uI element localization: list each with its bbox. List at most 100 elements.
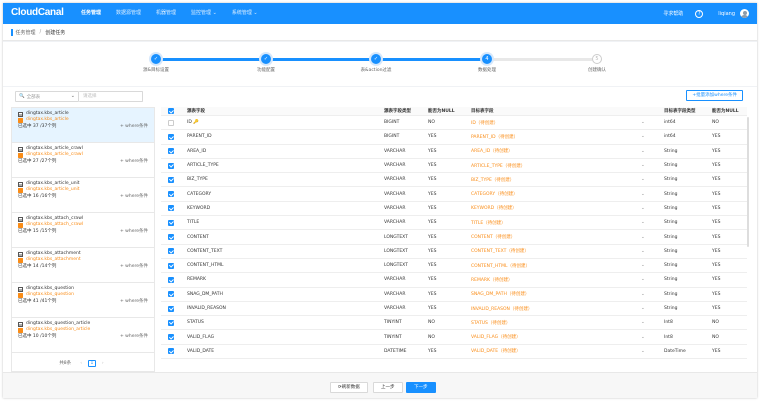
nav-item-1[interactable]: 数据源管理	[116, 10, 142, 16]
target-column-select[interactable]: CONTENT_TEXT（待创建）	[471, 249, 529, 255]
table-list-item[interactable]: dingtax.kbs_article_crawl dingtax.kbs_art…	[12, 143, 154, 178]
row-checkbox[interactable]	[168, 262, 174, 269]
chevron-down-icon[interactable]: ⌄	[641, 120, 645, 126]
target-column-select[interactable]: CONTENT（待创建）	[471, 235, 516, 241]
row-checkbox[interactable]	[168, 191, 174, 198]
row-checkbox[interactable]	[168, 276, 174, 283]
chevron-down-icon[interactable]: ⌄	[641, 320, 645, 326]
target-column-type: String	[664, 177, 678, 183]
add-where-link[interactable]: + where条件	[119, 194, 148, 199]
table-list-item[interactable]: dingtax.kbs_attach_crawl dingtax.kbs_atta…	[12, 213, 154, 248]
chevron-down-icon[interactable]: ⌄	[641, 191, 645, 197]
table-list-item[interactable]: dingtax.kbs_question dingtax.kbs_question…	[12, 283, 154, 318]
chevron-down-icon[interactable]: ⌄	[641, 348, 645, 354]
row-checkbox[interactable]	[168, 291, 174, 298]
avatar[interactable]	[740, 9, 749, 18]
chevron-down-icon[interactable]: ⌄	[641, 234, 645, 240]
target-column-select[interactable]: INVALID_REASON（待创建）	[471, 306, 533, 312]
row-checkbox[interactable]	[168, 148, 174, 155]
add-where-link[interactable]: + where条件	[119, 229, 148, 234]
chevron-down-icon[interactable]: ⌄	[641, 177, 645, 183]
add-where-link[interactable]: + where条件	[119, 299, 148, 304]
table-list-item[interactable]: dingtax.kbs_question_article dingtax.kbs_…	[12, 318, 154, 353]
question-icon[interactable]: ?	[695, 9, 704, 18]
source-column-name: REMARK	[187, 277, 207, 283]
target-column-select[interactable]: KEYWORD（待创建）	[471, 206, 517, 212]
target-column-select[interactable]: STATUS（待创建）	[471, 320, 511, 326]
column-row: AREA_ID VARCHAR YES AREA_ID（待创建） String YES ⌄	[161, 145, 747, 159]
row-checkbox[interactable]	[168, 133, 174, 140]
grid-scrollbar[interactable]	[747, 117, 749, 247]
table-list-item[interactable]: dingtax.kbs_article_unit dingtax.kbs_arti…	[12, 178, 154, 213]
source-column-type: VARCHAR	[384, 205, 406, 211]
pagination-page[interactable]: 1	[88, 359, 96, 367]
chevron-down-icon[interactable]: ⌄	[641, 148, 645, 154]
pagination-prev[interactable]: ‹	[80, 360, 82, 366]
target-column-type: int64	[664, 120, 676, 126]
row-checkbox[interactable]	[168, 219, 174, 226]
row-checkbox[interactable]	[168, 248, 174, 255]
add-where-link[interactable]: + where条件	[119, 159, 148, 164]
chevron-down-icon[interactable]: ⌄	[641, 248, 645, 254]
row-checkbox[interactable]	[168, 119, 174, 126]
batch-add-where-button[interactable]: +批量添加where条件	[686, 90, 743, 101]
row-checkbox[interactable]	[168, 162, 174, 169]
target-column-select[interactable]: AREA_ID（待创建）	[471, 149, 513, 155]
target-column-select[interactable]: CATEGORY（待创建）	[471, 192, 518, 198]
source-table-name: dingtax.kbs_article	[26, 111, 69, 116]
breadcrumb-parent[interactable]: 任务管理	[15, 29, 36, 36]
target-column-select[interactable]: ARTICLE_TYPE（待创建）	[471, 163, 526, 169]
chevron-down-icon[interactable]: ⌄	[641, 134, 645, 140]
add-where-link[interactable]: + where条件	[119, 334, 148, 339]
select-all-checkbox[interactable]	[168, 108, 174, 114]
source-table-name: dingtax.kbs_attach_crawl	[26, 216, 84, 221]
table-search-input[interactable]: 请选择	[79, 91, 143, 102]
chevron-down-icon[interactable]: ⌄	[641, 334, 645, 340]
row-checkbox[interactable]	[168, 319, 174, 326]
nav-item-0[interactable]: 任务管理	[81, 10, 102, 16]
chevron-down-icon[interactable]: ⌄	[641, 306, 645, 312]
target-column-select[interactable]: VALID_FLAG（待创建）	[471, 335, 521, 341]
row-checkbox[interactable]	[168, 348, 174, 355]
table-list-item[interactable]: dingtax.kbs_article dingtax.kbs_article 已选…	[12, 108, 154, 143]
target-column-select[interactable]: VALID_DATE（待创建）	[471, 349, 521, 355]
chevron-down-icon[interactable]: ⌄	[641, 205, 645, 211]
chevron-down-icon[interactable]: ⌄	[641, 163, 645, 169]
row-checkbox[interactable]	[168, 205, 174, 212]
target-column-select[interactable]: SNAG_DM_PATH（待创建）	[471, 292, 530, 298]
refresh-data-button[interactable]: ⟳刷新数据	[330, 382, 368, 393]
row-checkbox[interactable]	[168, 234, 174, 241]
username[interactable]: liqiang	[718, 10, 735, 17]
table-list-item[interactable]: dingtax.kbs_attachment dingtax.kbs_attach…	[12, 248, 154, 283]
row-checkbox[interactable]	[168, 334, 174, 341]
table-filter-select[interactable]: 🔍 全部表 ⌄	[15, 91, 79, 102]
nav-item-3[interactable]: 监控管理 ⌄	[191, 10, 217, 16]
target-column-select[interactable]: PARENT_ID（待创建）	[471, 134, 519, 140]
prev-step-button[interactable]: 上一步	[373, 382, 403, 393]
target-column-type: Int8	[664, 334, 673, 340]
breadcrumb-current: 创建任务	[45, 29, 66, 36]
add-where-link[interactable]: + where条件	[119, 264, 148, 269]
row-checkbox[interactable]	[168, 176, 174, 183]
source-column-nullable: YES	[428, 291, 437, 297]
target-column-select[interactable]: CONTENT_HTML（待创建）	[471, 263, 531, 269]
step-1-indicator: ✓	[151, 54, 161, 64]
source-column-type: VARCHAR	[384, 191, 406, 197]
chevron-down-icon[interactable]: ⌄	[641, 263, 645, 269]
target-column-select[interactable]: BIZ_TYPE（待创建）	[471, 177, 515, 183]
add-where-link[interactable]: + where条件	[119, 124, 148, 129]
pagination-next[interactable]: ›	[101, 360, 104, 366]
target-column-select[interactable]: REMARK（待创建）	[471, 277, 513, 283]
nav-item-2[interactable]: 机器管理	[156, 10, 177, 16]
nav-item-4[interactable]: 系统管理 ⌄	[231, 10, 258, 16]
next-step-button[interactable]: 下一步	[406, 382, 436, 393]
chevron-down-icon[interactable]: ⌄	[641, 291, 645, 297]
chevron-down-icon[interactable]: ⌄	[641, 220, 645, 226]
source-column-type: VARCHAR	[384, 163, 406, 169]
target-column-select[interactable]: ID（待创建）	[471, 120, 499, 126]
target-column-select[interactable]: TITLE（待创建）	[471, 220, 506, 226]
row-checkbox[interactable]	[168, 305, 174, 312]
help-link[interactable]: 寻求帮助	[663, 11, 684, 17]
target-table-icon	[18, 187, 23, 193]
chevron-down-icon[interactable]: ⌄	[641, 277, 645, 283]
